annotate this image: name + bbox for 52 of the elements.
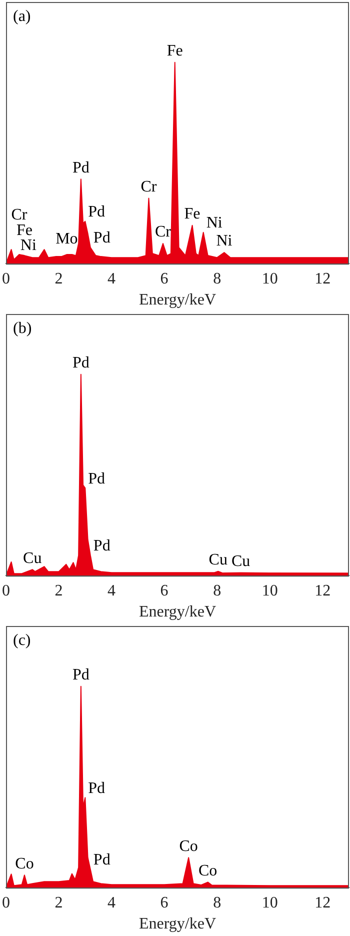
x-tick-label: 12: [314, 582, 331, 600]
annotation: Co: [179, 838, 198, 855]
annotation: Pd: [88, 204, 106, 221]
x-tick-label: 10: [262, 894, 278, 912]
annotation: Pd: [88, 470, 106, 488]
annotation: Co: [15, 855, 34, 872]
x-tick-label: 10: [262, 582, 278, 600]
x-tick-label: 2: [54, 582, 63, 600]
x-tick-label: 12: [314, 894, 331, 912]
x-tick-label: 4: [108, 894, 116, 912]
x-tick-label: 0: [2, 582, 10, 600]
annotation: Pd: [93, 538, 110, 555]
annotation: Ni: [206, 214, 223, 232]
annotation: Pd: [72, 159, 90, 176]
annotation: Fe: [16, 222, 32, 239]
annotation: Pd: [72, 666, 90, 684]
x-tick-label: 0: [2, 270, 10, 288]
annotation: Pd: [93, 230, 110, 247]
x-axis-title: Energy/keV: [138, 604, 216, 621]
x-tick-label: 8: [213, 894, 222, 912]
x-tick-label: 0: [2, 894, 10, 912]
text: (b): [13, 320, 32, 338]
text: (a): [13, 8, 31, 26]
annotation: Cu: [208, 552, 228, 569]
annotation: Pd: [93, 852, 110, 869]
annotation: Ni: [216, 232, 233, 250]
annotation: Cr: [140, 178, 158, 196]
x-axis-title: Energy/keV: [138, 292, 216, 309]
annotation: Cu: [231, 552, 250, 570]
x-tick-label: 2: [54, 270, 63, 288]
annotation: Co: [198, 862, 218, 880]
annotation: Cr: [11, 206, 28, 224]
annotation: Ni: [20, 236, 37, 254]
annotation: Cr: [154, 224, 172, 241]
x-tick-label: 6: [160, 270, 168, 288]
x-tick-label: 6: [160, 894, 168, 912]
annotation: Mo: [56, 230, 78, 248]
x-tick-label: 2: [54, 894, 63, 912]
x-tick-label: 10: [262, 270, 278, 288]
x-axis-title: Energy/keV: [138, 916, 216, 933]
annotation: Pd: [72, 354, 90, 372]
text: (c): [13, 632, 31, 650]
x-tick-label: 4: [108, 270, 116, 288]
annotation: Cu: [23, 550, 42, 567]
x-tick-label: 12: [314, 270, 331, 288]
annotation: Fe: [166, 42, 183, 60]
annotation: Pd: [88, 780, 106, 797]
x-tick-label: 8: [213, 582, 222, 600]
x-tick-label: 6: [160, 582, 168, 600]
annotation: Fe: [184, 206, 200, 223]
x-tick-label: 4: [108, 582, 116, 600]
x-tick-label: 8: [213, 270, 222, 288]
